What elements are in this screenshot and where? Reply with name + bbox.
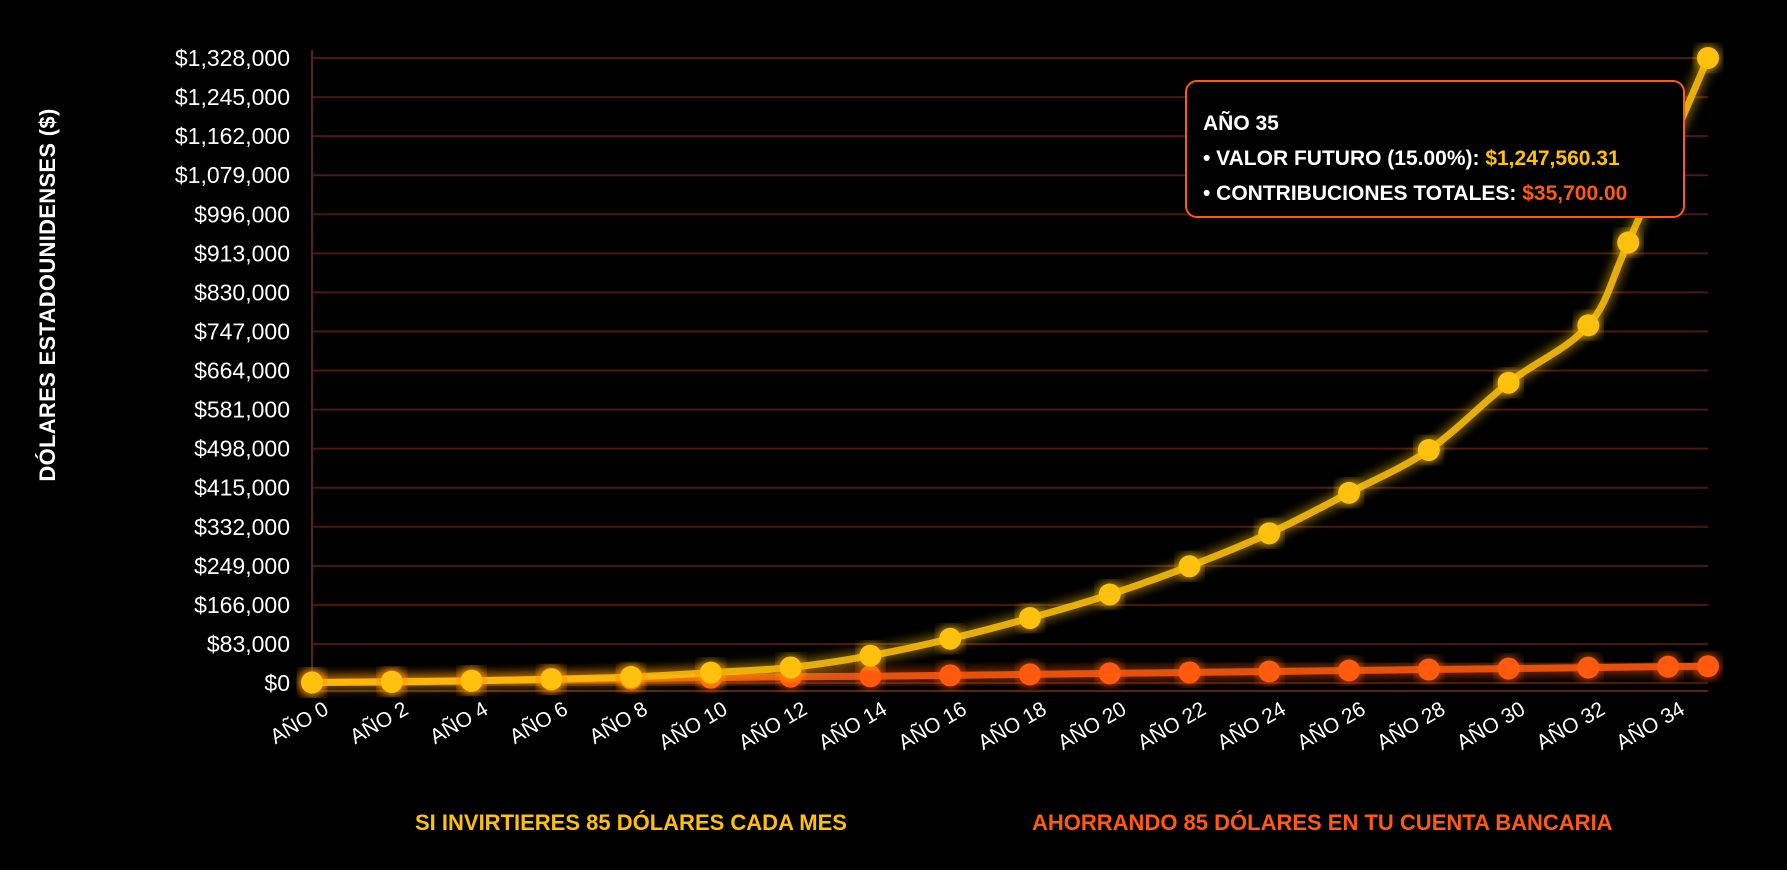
invest-point [1697, 47, 1719, 69]
save-point [1018, 663, 1041, 686]
y-tick-label: $415,000 [194, 475, 290, 501]
x-tick-label: AÑO 18 [974, 697, 1051, 755]
x-tick-label: AÑO 6 [505, 697, 572, 749]
invest-point [1617, 231, 1640, 254]
y-tick-label: $0 [264, 670, 290, 696]
tooltip-contributions: $35,700.00 [1522, 182, 1628, 205]
y-tick-label: $1,245,000 [175, 84, 290, 110]
tooltip-title: AÑO 35 [1203, 112, 1279, 135]
y-tick-label: $913,000 [194, 240, 290, 266]
save-point [1258, 660, 1281, 683]
y-tick-label: $1,162,000 [175, 123, 290, 149]
y-tick-label: $498,000 [194, 436, 290, 462]
invest-point [1018, 607, 1041, 630]
invest-point [779, 656, 802, 679]
series-group [301, 47, 1719, 694]
y-tick-label: $996,000 [194, 201, 290, 227]
invest-point [699, 661, 722, 684]
y-tick-label: $249,000 [194, 553, 290, 579]
invest-point [939, 627, 962, 650]
save-point [1338, 659, 1361, 682]
invest-point [380, 670, 403, 693]
y-tick-labels: $0 $83,000 $166,000 $249,000 $332,000 $415,00… [175, 45, 290, 696]
invest-point [620, 665, 643, 688]
x-tick-label: AÑO 4 [425, 696, 492, 748]
save-point [1417, 658, 1440, 681]
x-tick-label: AÑO 34 [1612, 696, 1689, 754]
x-tick-label: AÑO 32 [1532, 697, 1609, 755]
y-tick-label: $1,079,000 [175, 162, 290, 188]
y-axis-label: DÓLARES ESTADOUNIDENSES ($) [35, 108, 60, 482]
tooltip-contributions-label: • CONTRIBUCIONES TOTALES: [1203, 182, 1523, 205]
save-point [1497, 657, 1520, 680]
y-tick-label: $830,000 [194, 279, 290, 305]
save-point [1577, 656, 1600, 679]
y-tick-label: $166,000 [194, 592, 290, 618]
invest-point [301, 671, 323, 694]
save-point [1657, 655, 1680, 678]
invest-point [1098, 583, 1121, 606]
x-tick-label: AÑO 20 [1054, 697, 1131, 755]
x-tick-label: AÑO 12 [734, 697, 811, 755]
x-tick-label: AÑO 2 [346, 697, 413, 749]
x-tick-label: AÑO 30 [1452, 697, 1529, 755]
x-tick-label: AÑO 22 [1133, 697, 1210, 755]
invest-point [859, 644, 882, 667]
invest-series-line [308, 54, 1712, 687]
axes [311, 50, 1708, 692]
tooltip-future-value-label: • VALOR FUTURO (15.00%): [1203, 147, 1486, 170]
tooltip-future-value-row: • VALOR FUTURO (15.00%): $1,247,560.31 [1203, 141, 1667, 176]
tooltip: AÑO 35 • VALOR FUTURO (15.00%): $1,247,5… [1185, 80, 1685, 218]
tooltip-contributions-row: • CONTRIBUCIONES TOTALES: $35,700.00 [1203, 176, 1667, 211]
x-tick-labels: AÑO 0 AÑO 2 AÑO 4 AÑO 6 AÑO 8 AÑO 10 AÑO 12 AÑO… [266, 696, 1689, 754]
invest-point [1338, 481, 1361, 504]
y-tick-label: $747,000 [194, 318, 290, 344]
y-tick-label: $664,000 [194, 358, 290, 384]
x-tick-label: AÑO 0 [266, 697, 333, 749]
save-point [859, 665, 882, 688]
y-tick-label: $332,000 [194, 514, 290, 540]
x-tick-label: AÑO 8 [585, 697, 652, 749]
invest-point [1577, 314, 1600, 337]
x-tick-label: AÑO 14 [814, 696, 891, 754]
x-tick-label: AÑO 10 [655, 697, 732, 755]
tooltip-future-value: $1,247,560.31 [1485, 147, 1620, 170]
legend-invest[interactable]: SI INVIRTIERES 85 DÓLARES CADA MES [415, 810, 847, 835]
invest-point [1258, 522, 1281, 545]
save-point [939, 664, 962, 687]
save-point [1098, 662, 1121, 685]
legend-save[interactable]: AHORRANDO 85 DÓLARES EN TU CUENTA BANCAR… [1032, 810, 1613, 835]
save-point [1178, 661, 1201, 684]
invest-point [1178, 555, 1201, 578]
y-tick-label: $1,328,000 [175, 45, 290, 71]
x-tick-label: AÑO 28 [1373, 697, 1450, 755]
invest-point [460, 669, 483, 692]
y-tick-label: $83,000 [207, 631, 290, 657]
invest-point [540, 668, 563, 691]
y-tick-label: $581,000 [194, 397, 290, 423]
invest-point [1497, 371, 1520, 394]
x-tick-label: AÑO 24 [1213, 696, 1290, 754]
x-tick-label: AÑO 16 [894, 697, 971, 755]
save-point [1697, 655, 1719, 678]
x-tick-label: AÑO 26 [1293, 697, 1370, 755]
invest-point [1417, 439, 1440, 462]
